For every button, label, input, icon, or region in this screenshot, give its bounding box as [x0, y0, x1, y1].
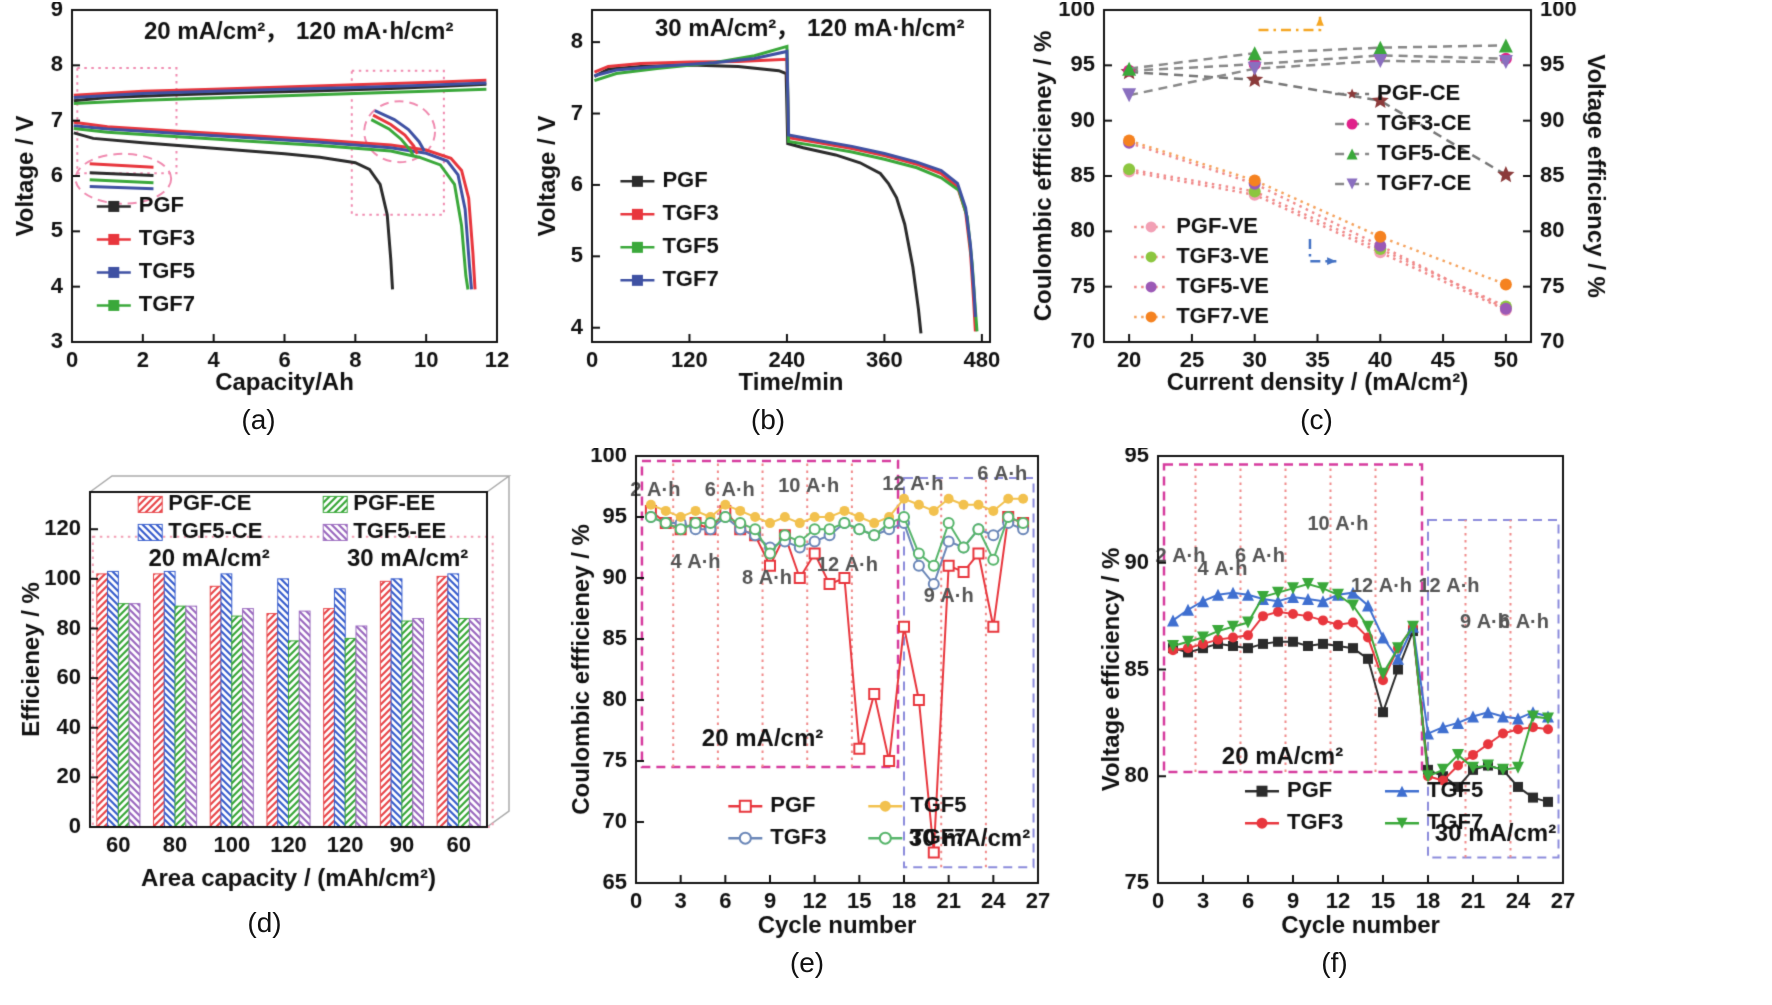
- panel-b-caption: (b): [750, 404, 786, 435]
- panel-c: (c): [1024, 2, 1609, 436]
- panel-a-plot: [6, 2, 511, 402]
- panel-d-plot: [12, 450, 517, 905]
- panel-c-plot: [1024, 2, 1609, 402]
- panel-e-caption: (e): [789, 947, 825, 978]
- panel-a: (a): [6, 2, 511, 436]
- panel-f: (f): [1092, 448, 1577, 979]
- panel-c-caption: (c): [1300, 404, 1333, 435]
- panel-f-plot: [1092, 448, 1577, 945]
- panel-d: (d): [12, 450, 517, 939]
- panel-a-caption: (a): [241, 404, 276, 435]
- panel-b-plot: [528, 2, 1008, 402]
- panel-d-caption: (d): [247, 907, 282, 938]
- panel-e: (e): [562, 448, 1052, 979]
- panel-b: (b): [528, 2, 1008, 436]
- panel-f-caption: (f): [1321, 947, 1348, 978]
- panel-e-plot: [562, 448, 1052, 945]
